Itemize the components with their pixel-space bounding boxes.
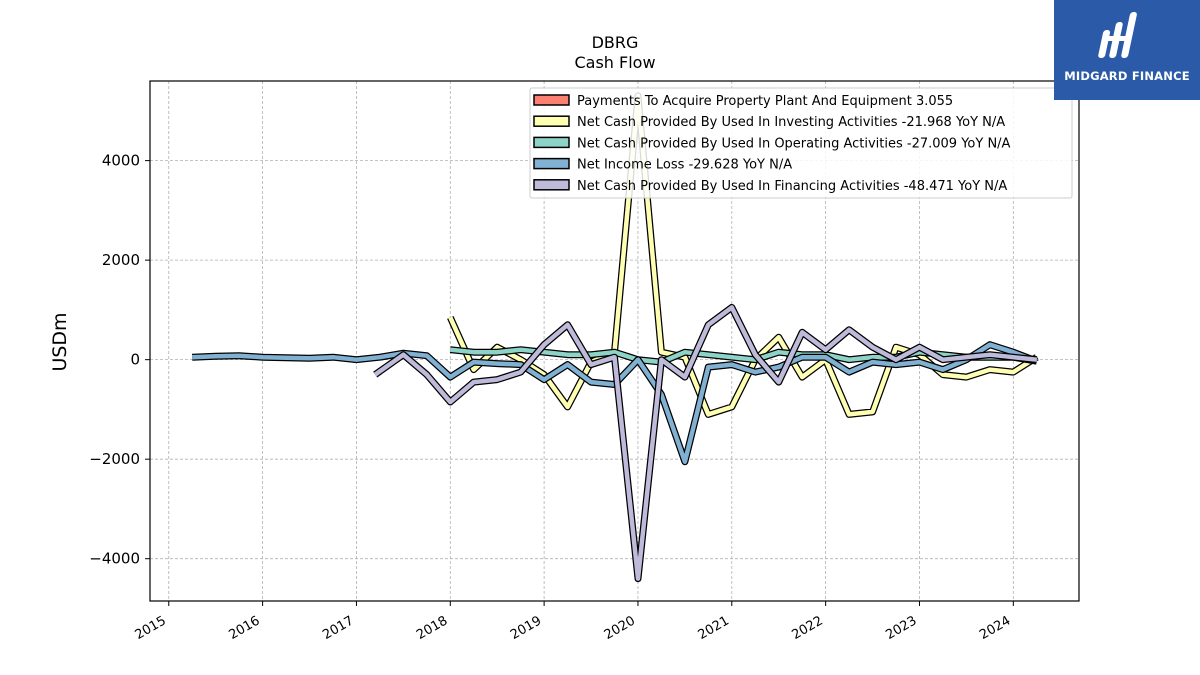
x-tick-label: 2016 — [226, 613, 262, 643]
legend-swatch — [533, 94, 570, 106]
x-tick-label: 2017 — [320, 613, 356, 643]
legend-label: Net Cash Provided By Used In Operating A… — [577, 136, 1011, 151]
y-tick-label: 4000 — [102, 152, 140, 170]
x-tick-label: 2019 — [508, 613, 544, 643]
x-tick-label: 2024 — [977, 613, 1013, 643]
x-tick-label: 2015 — [133, 613, 169, 643]
legend-label: Net Cash Provided By Used In Investing A… — [577, 115, 1005, 130]
x-tick-label: 2023 — [883, 613, 919, 643]
brand-logo: MIDGARD FINANCE — [1054, 0, 1200, 100]
x-tick-label: 2018 — [414, 613, 450, 643]
chart-title: DBRG — [592, 33, 639, 52]
chart-subtitle: Cash Flow — [574, 53, 655, 72]
legend-label: Payments To Acquire Property Plant And E… — [577, 94, 953, 109]
y-tick-label: −2000 — [89, 450, 140, 468]
y-tick-label: −4000 — [89, 550, 140, 568]
legend-swatch — [533, 115, 570, 127]
y-tick-label: 0 — [130, 351, 140, 369]
series-line — [373, 305, 1038, 581]
legend-swatch — [533, 157, 570, 170]
legend-swatch — [533, 136, 570, 149]
plot-frame — [149, 80, 1080, 602]
logo-mark-icon — [1098, 12, 1137, 58]
x-tick-label: 2022 — [789, 613, 825, 643]
y-tick-label: 2000 — [102, 251, 140, 269]
legend-frame — [529, 87, 1073, 199]
series-lines — [192, 92, 1039, 583]
legend-label: Net Cash Provided By Used In Financing A… — [577, 179, 1007, 194]
legend: Payments To Acquire Property Plant And E… — [529, 87, 1073, 199]
series-outline — [373, 303, 1038, 583]
y-axis-label: USDm — [49, 312, 71, 371]
legend-swatch — [533, 179, 570, 191]
x-tick-label: 2020 — [602, 613, 638, 643]
brand-name: MIDGARD FINANCE — [1064, 69, 1190, 83]
x-tick-label: 2021 — [696, 613, 732, 643]
legend-label: Net Income Loss -29.628 YoY N/A — [577, 158, 792, 173]
